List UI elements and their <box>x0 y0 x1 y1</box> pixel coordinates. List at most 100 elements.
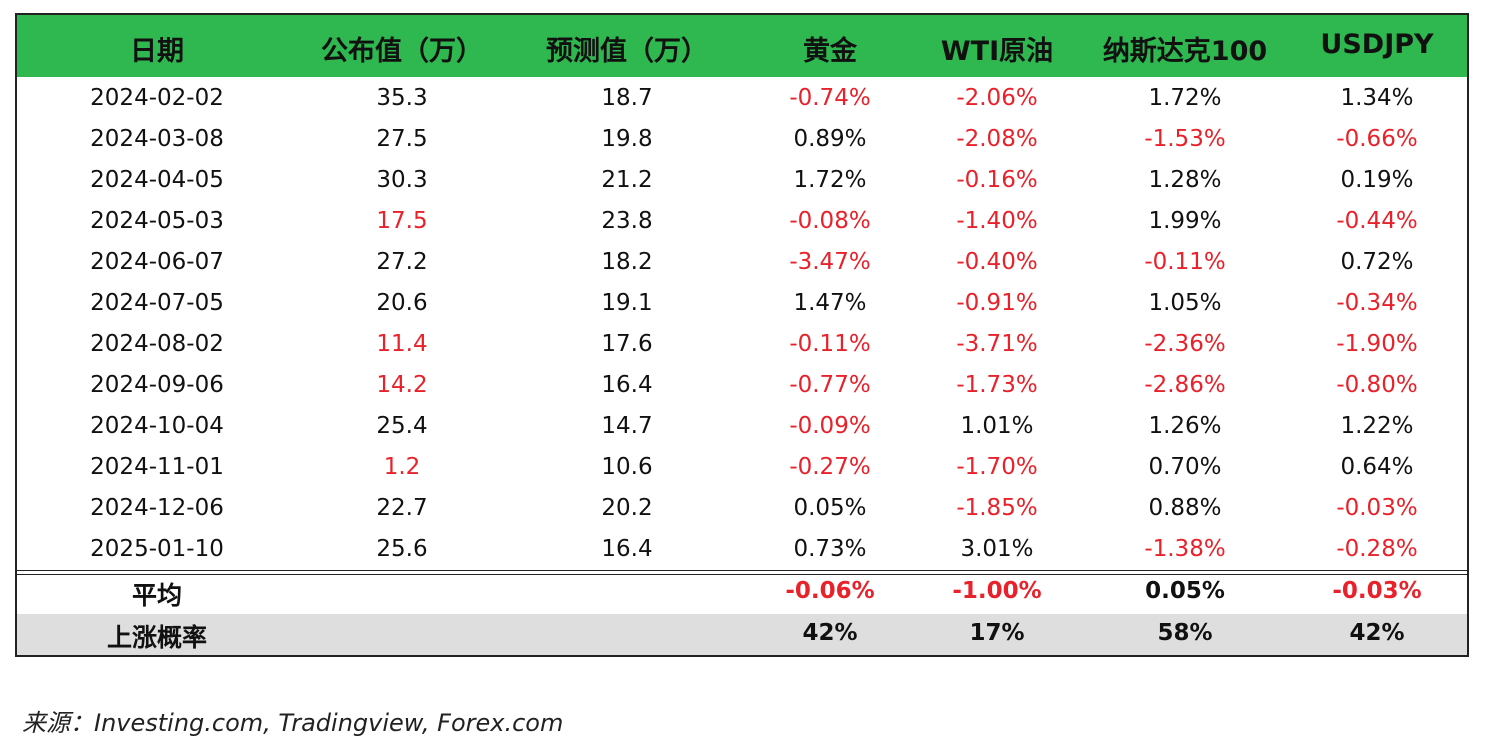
column-header: 纳斯达克100 <box>1102 36 1268 67</box>
table-cell: -0.16% <box>956 167 1038 193</box>
table-cell: 2024-08-02 <box>90 331 224 357</box>
table-cell: -1.40% <box>956 208 1038 234</box>
table-cell: 0.19% <box>1340 167 1414 193</box>
column-header: 预测值（万） <box>546 36 708 67</box>
table-cell: 18.2 <box>601 249 653 275</box>
table-cell: 2024-07-05 <box>90 290 224 316</box>
table-cell: 0.72% <box>1340 249 1414 275</box>
table-cell: 2024-05-03 <box>90 208 224 234</box>
table-cell: -3.47% <box>789 249 871 275</box>
table-cell: 14.2 <box>376 372 428 398</box>
column-header: 公布值（万） <box>321 36 483 67</box>
summary-value: 17% <box>969 620 1025 646</box>
summary-value: -0.03% <box>1332 578 1422 604</box>
table-cell: 0.89% <box>793 126 867 152</box>
column-header: 日期 <box>130 36 184 67</box>
summary-row-bg <box>17 614 1467 655</box>
column-header: WTI原油 <box>940 36 1054 67</box>
table-cell: 25.4 <box>376 413 428 439</box>
table-cell: -1.70% <box>956 454 1038 480</box>
table-cell: 1.2 <box>383 454 421 480</box>
table-cell: -1.53% <box>1144 126 1226 152</box>
table-cell: 19.8 <box>601 126 653 152</box>
table-cell: 19.1 <box>601 290 653 316</box>
table-cell: 1.01% <box>960 413 1034 439</box>
summary-value: 42% <box>1349 620 1405 646</box>
table-cell: 1.34% <box>1340 85 1414 111</box>
table-cell: -2.08% <box>956 126 1038 152</box>
table-cell: -2.36% <box>1144 331 1226 357</box>
table-cell: -0.77% <box>789 372 871 398</box>
table-cell: -0.34% <box>1336 290 1418 316</box>
table-cell: -0.44% <box>1336 208 1418 234</box>
table-cell: 18.7 <box>601 85 653 111</box>
table-cell: 27.2 <box>376 249 428 275</box>
table-cell: 2024-06-07 <box>90 249 224 275</box>
table-cell: -1.90% <box>1336 331 1418 357</box>
table-cell: 1.72% <box>1148 85 1222 111</box>
table-cell: 20.6 <box>376 290 428 316</box>
table-cell: 22.7 <box>376 495 428 521</box>
table-cell: -1.85% <box>956 495 1038 521</box>
table-cell: -0.66% <box>1336 126 1418 152</box>
table-cell: -0.11% <box>789 331 871 357</box>
table-cell: 10.6 <box>601 454 653 480</box>
summary-value: -1.00% <box>952 578 1042 604</box>
table-cell: -1.38% <box>1144 536 1226 562</box>
source-note: 来源：Investing.com, Tradingview, Forex.com <box>22 709 564 737</box>
table-cell: 0.88% <box>1148 495 1222 521</box>
table-cell: -0.08% <box>789 208 871 234</box>
table-cell: 30.3 <box>376 167 428 193</box>
table-cell: -3.71% <box>956 331 1038 357</box>
table-cell: -0.74% <box>789 85 871 111</box>
table-cell: 0.05% <box>793 495 867 521</box>
summary-value: 58% <box>1157 620 1213 646</box>
table-cell: -0.91% <box>956 290 1038 316</box>
table-cell: -0.27% <box>789 454 871 480</box>
summary-label: 平均 <box>131 581 183 610</box>
column-header: 黄金 <box>803 36 857 67</box>
data-table: 日期 公布值（万） 预测值（万） 黄金 WTI原油 纳斯达克100 USDJPY 2024-0… <box>15 13 1469 657</box>
table-cell: 14.7 <box>601 413 653 439</box>
table-cell: 27.5 <box>376 126 428 152</box>
table-cell: -0.80% <box>1336 372 1418 398</box>
table-cell: 1.28% <box>1148 167 1222 193</box>
table-cell: 3.01% <box>960 536 1034 562</box>
table-cell: 2024-03-08 <box>90 126 224 152</box>
table-cell: 2024-10-04 <box>90 413 224 439</box>
table-cell: -0.11% <box>1144 249 1226 275</box>
table-cell: -2.86% <box>1144 372 1226 398</box>
table-cell: -2.06% <box>956 85 1038 111</box>
table-cell: -0.40% <box>956 249 1038 275</box>
table-cell: 11.4 <box>376 331 428 357</box>
table-cell: 0.64% <box>1340 454 1414 480</box>
table-cell: -0.28% <box>1336 536 1418 562</box>
table-cell: 2024-11-01 <box>90 454 224 480</box>
column-header: USDJPY <box>1320 29 1434 60</box>
table-cell: 1.99% <box>1148 208 1222 234</box>
table-cell: 16.4 <box>601 536 653 562</box>
separator <box>17 570 1467 575</box>
table-cell: 17.6 <box>601 331 653 357</box>
table-cell: 2024-02-02 <box>90 85 224 111</box>
summary-label: 上涨概率 <box>106 623 208 652</box>
table-cell: 1.26% <box>1148 413 1222 439</box>
table-cell: 0.73% <box>793 536 867 562</box>
table-cell: 1.47% <box>793 290 867 316</box>
table-cell: 1.05% <box>1148 290 1222 316</box>
table-cell: 2024-04-05 <box>90 167 224 193</box>
table-cell: 2024-12-06 <box>90 495 224 521</box>
summary-value: 42% <box>802 620 858 646</box>
table-cell: 17.5 <box>376 208 428 234</box>
summary-value: -0.06% <box>785 578 875 604</box>
table-cell: -1.73% <box>956 372 1038 398</box>
table-cell: 35.3 <box>376 85 428 111</box>
table-cell: 1.22% <box>1340 413 1414 439</box>
table-cell: 2024-09-06 <box>90 372 224 398</box>
summary-value: 0.05% <box>1145 578 1225 604</box>
header-row <box>17 15 1467 77</box>
table-cell: -0.09% <box>789 413 871 439</box>
table-cell: 1.72% <box>793 167 867 193</box>
table-cell: 0.70% <box>1148 454 1222 480</box>
